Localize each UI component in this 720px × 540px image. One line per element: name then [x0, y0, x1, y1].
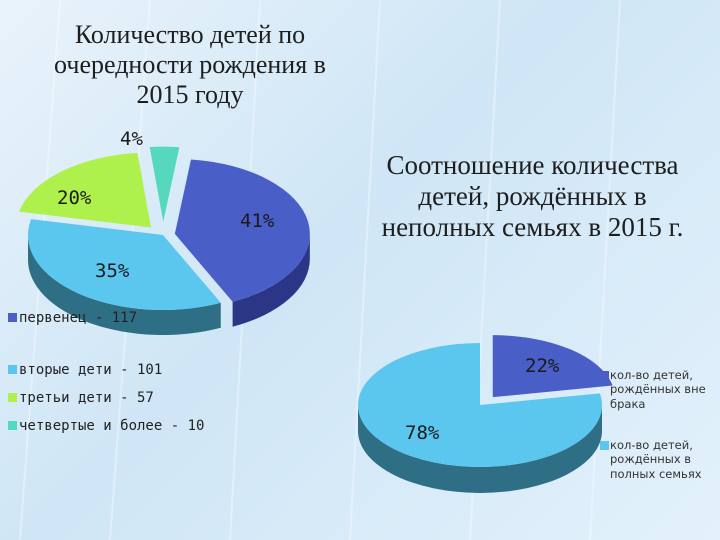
pie1-slice-top-3 — [149, 146, 180, 222]
pie1-slice-top-1 — [27, 219, 221, 311]
legend-label: четвертые и более - 10 — [19, 418, 205, 434]
pie2-slice-0 — [492, 335, 613, 398]
legend1-item: вторые дети - 101 — [8, 362, 162, 378]
legend-label: кол-во детей, рождённых вне брака — [610, 368, 706, 411]
pie2-slice-top-1 — [357, 343, 602, 468]
pie1-slice-0 — [174, 159, 310, 327]
pie2-slice-1 — [357, 343, 602, 493]
pie1-slice-2 — [19, 152, 152, 228]
pie2-slice-top-0 — [492, 335, 613, 398]
pie2-label-full: 78% — [405, 422, 440, 444]
legend-swatch — [8, 365, 17, 374]
chart2-title: Соотношение количества детей, рождённых … — [381, 150, 684, 243]
chart1-title: Количество детей по очередности рождения… — [54, 20, 326, 109]
pie2-label-outside: 22% — [525, 355, 560, 377]
legend-swatch — [8, 421, 17, 430]
legend-swatch — [600, 371, 609, 380]
pie1-slice-side-0 — [232, 233, 310, 327]
legend-label: первенец - 117 — [19, 310, 138, 326]
pie1-slice-3 — [149, 146, 180, 222]
pie1-label-fourth: 4% — [120, 128, 143, 150]
pie1-label-second: 35% — [95, 260, 130, 282]
legend1-item: первенец - 117 — [8, 310, 137, 326]
legend-swatch — [8, 393, 17, 402]
legend-label: вторые дети - 101 — [19, 362, 163, 378]
pie1-slice-top-2 — [19, 152, 152, 228]
pie2-slice-side-1 — [358, 405, 602, 493]
legend2-item: кол-во детей, рождённых в полных семьях — [600, 438, 710, 481]
legend2-item: кол-во детей, рождённых вне брака — [600, 368, 710, 411]
pie1-slice-side-1 — [28, 235, 221, 335]
pie1-slice-top-0 — [174, 159, 310, 302]
legend-label: третьи дети - 57 — [19, 390, 154, 406]
legend-swatch — [600, 441, 609, 450]
pie1-slice-1 — [27, 219, 221, 335]
legend1-item: четвертые и более - 10 — [8, 418, 204, 434]
pie1-label-first: 41% — [240, 210, 275, 232]
legend-swatch — [8, 313, 17, 322]
legend1-item: третьи дети - 57 — [8, 390, 154, 406]
pie1-label-third: 20% — [57, 187, 92, 209]
legend-label: кол-во детей, рождённых в полных семьях — [610, 438, 702, 481]
